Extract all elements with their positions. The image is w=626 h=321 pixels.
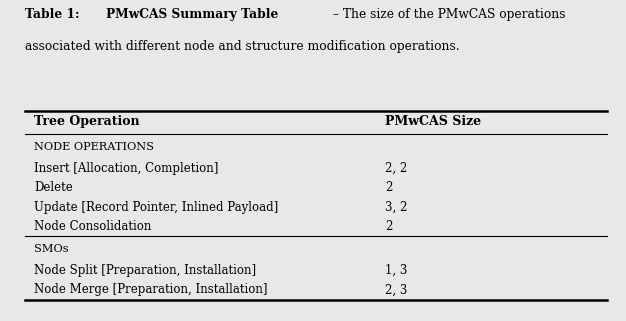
- Text: NODE OPERATIONS: NODE OPERATIONS: [34, 142, 155, 152]
- Text: Delete: Delete: [34, 181, 73, 194]
- Text: 3, 2: 3, 2: [385, 201, 408, 213]
- Text: PMwCAS Summary Table: PMwCAS Summary Table: [106, 8, 279, 21]
- Text: 1, 3: 1, 3: [385, 264, 408, 277]
- Text: Table 1:: Table 1:: [25, 8, 88, 21]
- Text: Update [Record Pointer, Inlined Payload]: Update [Record Pointer, Inlined Payload]: [34, 201, 279, 213]
- Text: Node Consolidation: Node Consolidation: [34, 220, 151, 233]
- Text: 2, 3: 2, 3: [385, 283, 408, 296]
- Text: Tree Operation: Tree Operation: [34, 115, 140, 127]
- Text: 2: 2: [385, 181, 393, 194]
- Text: 2: 2: [385, 220, 393, 233]
- Text: Node Split [Preparation, Installation]: Node Split [Preparation, Installation]: [34, 264, 257, 277]
- Text: associated with different node and structure modification operations.: associated with different node and struc…: [25, 40, 459, 53]
- Text: Node Merge [Preparation, Installation]: Node Merge [Preparation, Installation]: [34, 283, 268, 296]
- Text: – The size of the PMwCAS operations: – The size of the PMwCAS operations: [329, 8, 565, 21]
- Text: PMwCAS Size: PMwCAS Size: [385, 115, 481, 127]
- Text: 2, 2: 2, 2: [385, 162, 408, 175]
- Text: SMOs: SMOs: [34, 244, 69, 254]
- Text: Insert [Allocation, Completion]: Insert [Allocation, Completion]: [34, 162, 219, 175]
